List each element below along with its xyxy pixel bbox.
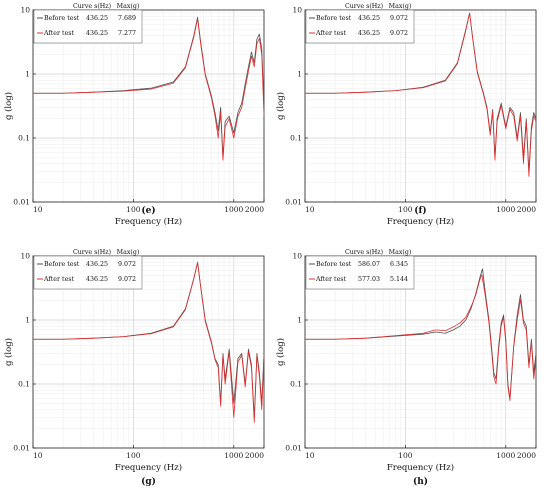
x-axis-label: Frequency (Hz) bbox=[387, 216, 454, 227]
x-axis-label: Frequency (Hz) bbox=[115, 462, 182, 473]
x-tick-label: 10 bbox=[305, 205, 315, 214]
y-tick-label: 1 bbox=[297, 316, 302, 325]
x-axis-label: Frequency (Hz) bbox=[115, 216, 182, 227]
chart-panel-h: 10 100 1000 2000 10 1 0.1 0.01 Frequency (Hz) g (… bbox=[275, 249, 537, 487]
series-line-after-test bbox=[33, 262, 265, 423]
legend-header-max: Max(g) bbox=[117, 249, 140, 256]
x-tick-label: 10 bbox=[305, 451, 315, 460]
y-tick-label: 0.1 bbox=[290, 380, 302, 389]
plot-area-frame bbox=[32, 255, 265, 449]
x-tick-label: 1000 bbox=[224, 205, 243, 214]
legend-box bbox=[305, 9, 415, 44]
x-tick-label: 2000 bbox=[517, 451, 536, 460]
x-tick-label: 1000 bbox=[496, 205, 515, 214]
y-tick-label: 1 bbox=[25, 70, 30, 79]
series-line-after-test bbox=[33, 18, 265, 161]
legend-header-curves: Curve s(Hz) bbox=[345, 3, 383, 10]
y-tick-label: 0.01 bbox=[13, 444, 30, 453]
legend-max-g: 9.072 bbox=[118, 261, 136, 268]
legend-series-name: After test bbox=[315, 30, 347, 37]
y-tick-label: 0.01 bbox=[13, 198, 30, 207]
y-tick-label: 10 bbox=[20, 252, 30, 261]
x-tick-label: 10 bbox=[33, 205, 43, 214]
x-tick-label: 10 bbox=[33, 451, 43, 460]
legend-box bbox=[33, 9, 143, 44]
y-axis-label: g (log) bbox=[275, 92, 286, 120]
legend-header-max: Max(g) bbox=[117, 3, 140, 10]
legend-peak-frequency: 586.07 bbox=[358, 261, 380, 268]
panel-label: (f) bbox=[414, 205, 426, 216]
panel-label: (e) bbox=[141, 205, 155, 216]
legend-max-g: 9.072 bbox=[118, 276, 136, 283]
x-tick-label: 2000 bbox=[245, 451, 264, 460]
legend: Before test 436.25 9.072 After test 436.25 9.… bbox=[305, 9, 415, 44]
panel-label: (h) bbox=[413, 476, 428, 487]
panel-label: (g) bbox=[141, 476, 156, 487]
legend-box bbox=[33, 255, 143, 290]
legend: Before test 436.25 7.689 After test 436.25 7.… bbox=[33, 9, 143, 44]
x-axis-label: Frequency (Hz) bbox=[387, 462, 454, 473]
y-axis-label: g (log) bbox=[3, 92, 14, 120]
legend-peak-frequency: 436.25 bbox=[358, 30, 380, 37]
x-tick-label: 2000 bbox=[245, 205, 264, 214]
x-tick-label: 1000 bbox=[496, 451, 515, 460]
legend-peak-frequency: 436.25 bbox=[86, 261, 108, 268]
legend-series-name: After test bbox=[43, 30, 75, 37]
y-tick-label: 1 bbox=[25, 316, 30, 325]
legend-peak-frequency: 436.25 bbox=[86, 15, 108, 22]
y-axis-label: g (log) bbox=[275, 338, 286, 366]
legend-peak-frequency: 436.25 bbox=[358, 15, 380, 22]
chart-panel-f: 10 100 1000 2000 10 1 0.1 0.01 Frequency (Hz) g (… bbox=[275, 3, 537, 227]
legend-max-g: 9.072 bbox=[390, 30, 408, 37]
y-tick-label: 0.1 bbox=[18, 380, 30, 389]
plot-area-frame bbox=[304, 9, 537, 203]
series-line-before-test bbox=[33, 16, 265, 158]
x-tick-label: 1000 bbox=[224, 451, 243, 460]
legend: Before test 436.25 9.072 After test 436.25 9.… bbox=[33, 255, 143, 290]
y-tick-label: 0.1 bbox=[290, 134, 302, 143]
legend-max-g: 7.689 bbox=[118, 15, 136, 22]
legend-peak-frequency: 436.25 bbox=[86, 276, 108, 283]
y-tick-label: 1 bbox=[297, 70, 302, 79]
legend-header-max: Max(g) bbox=[389, 3, 412, 10]
series-line-after-test bbox=[305, 12, 537, 177]
legend-peak-frequency: 577.03 bbox=[358, 276, 380, 283]
legend-header-max: Max(g) bbox=[389, 249, 412, 256]
legend-series-name: After test bbox=[315, 276, 347, 283]
x-tick-label: 100 bbox=[398, 205, 413, 214]
y-tick-label: 10 bbox=[292, 252, 302, 261]
x-tick-label: 100 bbox=[126, 205, 141, 214]
legend-series-name: Before test bbox=[44, 15, 80, 22]
legend-peak-frequency: 436.25 bbox=[86, 30, 108, 37]
x-tick-label: 100 bbox=[398, 451, 413, 460]
legend-max-g: 9.072 bbox=[390, 15, 408, 22]
x-tick-label: 100 bbox=[126, 451, 141, 460]
legend-header-curves: Curve s(Hz) bbox=[73, 3, 111, 10]
legend-box bbox=[305, 255, 415, 290]
legend-series-name: After test bbox=[43, 276, 75, 283]
legend-series-name: Before test bbox=[316, 15, 352, 22]
series-line-after-test bbox=[305, 274, 537, 402]
x-tick-label: 2000 bbox=[517, 205, 536, 214]
y-tick-label: 10 bbox=[292, 6, 302, 15]
legend-series-name: Before test bbox=[44, 261, 80, 268]
legend-series-name: Before test bbox=[316, 261, 352, 268]
legend: Before test 586.07 6.345 After test 577.03 5.… bbox=[305, 255, 415, 290]
legend-header-curves: Curve s(Hz) bbox=[345, 249, 383, 256]
legend-header-curves: Curve s(Hz) bbox=[73, 249, 111, 256]
y-tick-label: 0.01 bbox=[285, 198, 302, 207]
legend-max-g: 7.277 bbox=[118, 30, 136, 37]
chart-panel-g: 10 100 1000 2000 10 1 0.1 0.01 Frequency (Hz) g (… bbox=[3, 249, 265, 487]
legend-max-g: 5.144 bbox=[390, 276, 408, 283]
y-tick-label: 0.01 bbox=[285, 444, 302, 453]
chart-panel-e: 10 100 1000 2000 10 1 0.1 0.01 Frequency (Hz) g (… bbox=[3, 3, 265, 227]
y-tick-label: 10 bbox=[20, 6, 30, 15]
y-axis-label: g (log) bbox=[3, 338, 14, 366]
plot-area-frame bbox=[304, 255, 537, 449]
y-tick-label: 0.1 bbox=[18, 134, 30, 143]
legend-max-g: 6.345 bbox=[390, 261, 408, 268]
